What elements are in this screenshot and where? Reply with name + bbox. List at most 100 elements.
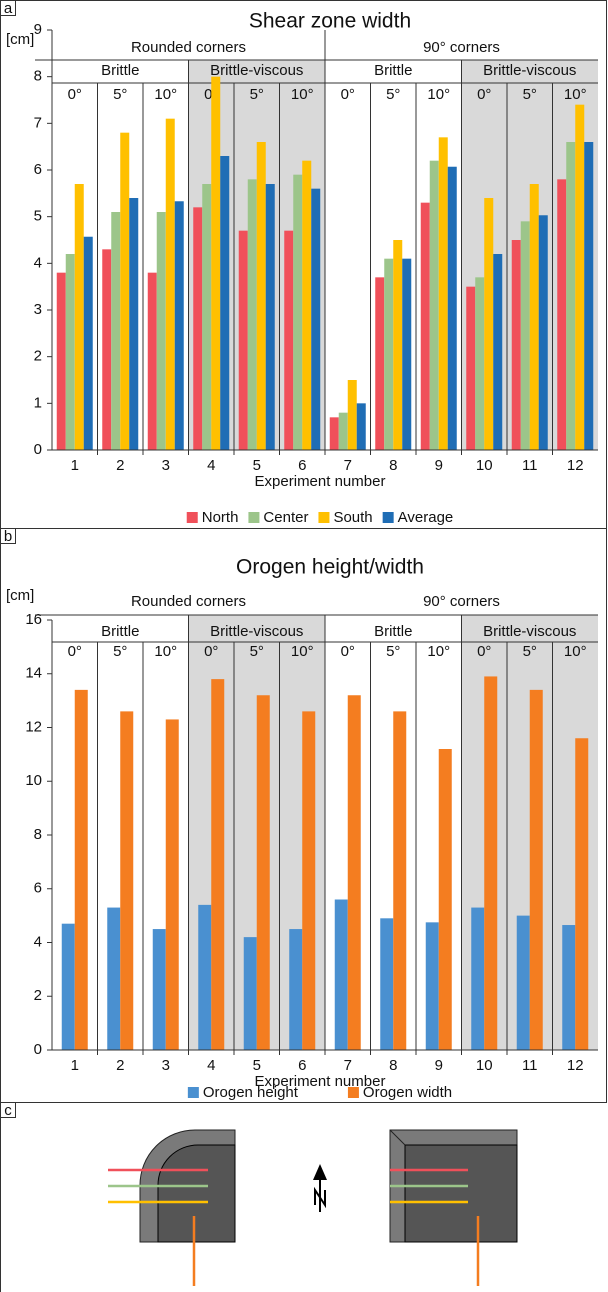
panel-label-box bbox=[0, 0, 16, 16]
angle-header: 5° bbox=[523, 643, 537, 660]
angle-header: 5° bbox=[250, 643, 264, 660]
bar bbox=[475, 277, 485, 450]
bar bbox=[152, 929, 166, 1050]
bar bbox=[147, 272, 157, 450]
legend-swatch bbox=[187, 1087, 199, 1098]
bar bbox=[247, 179, 257, 451]
x-tick-label: 9 bbox=[435, 457, 443, 474]
bar bbox=[243, 937, 257, 1050]
legend-swatch bbox=[248, 512, 260, 523]
bar bbox=[211, 679, 225, 1050]
x-tick-label: 5 bbox=[253, 1057, 261, 1074]
bar bbox=[484, 198, 494, 450]
bar bbox=[375, 277, 385, 450]
chart: a Shear zone width [cm] Rounded corners 90° … bbox=[0, 0, 598, 526]
bar bbox=[420, 202, 430, 450]
angle-header: 5° bbox=[113, 643, 127, 660]
x-tick-label: 11 bbox=[522, 1057, 538, 1074]
bar bbox=[56, 272, 66, 450]
bar bbox=[393, 711, 407, 1050]
x-tick-label: 9 bbox=[435, 1057, 443, 1074]
bar bbox=[284, 230, 294, 450]
bar bbox=[65, 254, 75, 450]
corner-header: Rounded corners bbox=[131, 593, 246, 610]
bar bbox=[493, 254, 503, 450]
legend-swatch bbox=[347, 1087, 359, 1098]
material-header: Brittle-viscous bbox=[483, 62, 576, 79]
legend-label: Orogen height bbox=[203, 1084, 299, 1101]
y-tick-label: 0 bbox=[34, 1041, 42, 1058]
bar bbox=[129, 198, 139, 450]
angle-header: 10° bbox=[154, 643, 177, 660]
bar bbox=[74, 689, 88, 1050]
x-tick-label: 7 bbox=[344, 457, 352, 474]
bar bbox=[334, 899, 348, 1050]
angle-header: 0° bbox=[477, 86, 491, 103]
bar bbox=[83, 236, 93, 450]
bar bbox=[529, 689, 543, 1050]
x-tick-label: 2 bbox=[116, 457, 124, 474]
x-tick-label: 4 bbox=[207, 457, 215, 474]
bar bbox=[165, 118, 175, 451]
x-tick-label: 6 bbox=[298, 1057, 306, 1074]
x-tick-label: 3 bbox=[162, 1057, 170, 1074]
y-tick-label: 12 bbox=[25, 718, 42, 735]
rounded-block-core bbox=[157, 1144, 236, 1243]
angle-header: 0° bbox=[341, 643, 355, 660]
panel-label: b bbox=[4, 528, 12, 545]
angle-header: 10° bbox=[291, 643, 314, 660]
bar bbox=[529, 184, 539, 450]
bar bbox=[329, 417, 339, 450]
y-tick-label: 2 bbox=[34, 987, 42, 1004]
bar bbox=[447, 166, 457, 450]
angle-header: 10° bbox=[564, 643, 587, 660]
corner-header: Rounded corners bbox=[131, 39, 246, 56]
legend-label: South bbox=[333, 509, 372, 526]
bar bbox=[438, 137, 448, 451]
bar bbox=[74, 184, 84, 450]
bar bbox=[156, 212, 166, 450]
bar bbox=[202, 184, 212, 450]
bar bbox=[289, 929, 303, 1050]
x-tick-label: 12 bbox=[567, 457, 584, 474]
bar bbox=[575, 738, 589, 1050]
y-tick-label: 16 bbox=[25, 611, 42, 628]
y-tick-label: 7 bbox=[34, 114, 42, 131]
bar bbox=[562, 925, 576, 1050]
y-tick-label: 6 bbox=[34, 161, 42, 178]
bar bbox=[575, 104, 585, 451]
bar bbox=[302, 711, 316, 1050]
bar bbox=[425, 922, 439, 1050]
bar bbox=[102, 249, 112, 450]
x-tick-label: 6 bbox=[298, 457, 306, 474]
bar bbox=[220, 156, 230, 450]
x-tick-label: 1 bbox=[71, 1057, 79, 1074]
bar bbox=[566, 142, 576, 450]
y-tick-label: 14 bbox=[25, 665, 42, 682]
panel-label-box bbox=[0, 528, 16, 544]
north-arrow bbox=[313, 1164, 327, 1180]
bar bbox=[107, 907, 121, 1050]
x-axis-title: Experiment number bbox=[255, 473, 386, 490]
legend-label: Orogen width bbox=[363, 1084, 452, 1101]
x-tick-label: 1 bbox=[71, 457, 79, 474]
block-edge bbox=[389, 1129, 406, 1146]
panel-label-box bbox=[0, 1102, 16, 1118]
bar bbox=[538, 215, 548, 450]
corner-header: 90° corners bbox=[423, 39, 500, 56]
y-tick-label: 2 bbox=[34, 348, 42, 365]
bar bbox=[338, 412, 348, 450]
y-tick-label: 6 bbox=[34, 880, 42, 897]
y-tick-label: 4 bbox=[34, 933, 42, 950]
y-unit: [cm] bbox=[6, 31, 34, 48]
legend-label: Average bbox=[398, 509, 454, 526]
bar bbox=[198, 904, 212, 1050]
bar bbox=[302, 160, 312, 450]
bar bbox=[402, 258, 412, 450]
x-tick-label: 10 bbox=[476, 457, 493, 474]
y-tick-label: 1 bbox=[34, 394, 42, 411]
y-tick-label: 3 bbox=[34, 301, 42, 318]
chart-title: Shear zone width bbox=[249, 10, 411, 33]
